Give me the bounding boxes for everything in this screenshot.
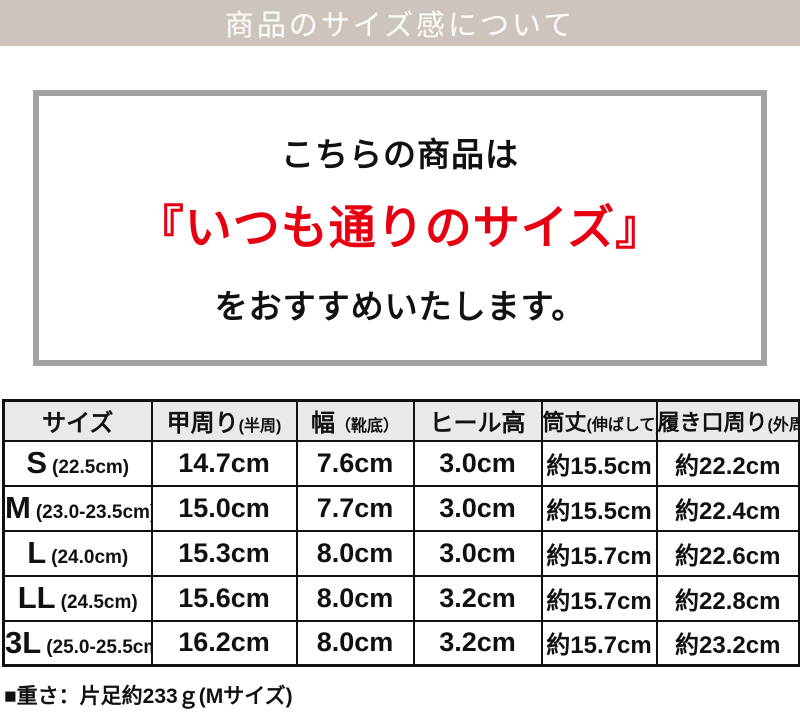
col-header-shaft-sub: (伸ばして)	[586, 416, 657, 434]
heel-cell: 3.0cm	[412, 439, 543, 487]
table-row-ll: LL (24.5cm) 15.6cm 8.0cm 3.2cm 約15.7cm 約2…	[2, 574, 800, 622]
col-header-size-label: サイズ	[42, 410, 114, 438]
shaft-cell: 約15.5cm	[540, 484, 658, 532]
heel-cell: 3.0cm	[412, 529, 543, 577]
size-cell: LL (24.5cm)	[2, 574, 153, 622]
instep-cell: 15.0cm	[150, 484, 298, 532]
width-cell: 8.0cm	[295, 574, 415, 622]
size-label: LL	[17, 580, 56, 615]
size-range: (23.0-23.5cm)	[35, 502, 152, 523]
col-header-heel-label: ヒール高	[429, 410, 526, 438]
size-spec-table: サイズ 甲周り(半周) 幅（靴底） ヒール高 筒丈(伸ばして) 履き口周り(外周…	[2, 399, 800, 667]
table-row-l: L (24.0cm) 15.3cm 8.0cm 3.0cm 約15.7cm 約22…	[2, 529, 800, 577]
recommendation-box: こちらの商品は 『いつも通りのサイズ』 をおすすめいたします。	[33, 90, 767, 366]
instep-cell: 15.6cm	[150, 574, 298, 622]
width-cell: 7.7cm	[295, 484, 415, 532]
heel-cell: 3.2cm	[412, 574, 543, 622]
table-row-m: M (23.0-23.5cm) 15.0cm 7.7cm 3.0cm 約15.5c…	[2, 484, 800, 532]
col-header-instep: 甲周り(半周)	[150, 399, 298, 442]
shaft-cell: 約15.7cm	[540, 529, 658, 577]
size-range: (24.0cm)	[51, 547, 129, 568]
col-header-shaft-label: 筒丈	[542, 409, 587, 435]
width-cell: 8.0cm	[295, 619, 415, 667]
size-label: 3L	[5, 624, 42, 660]
col-header-width-label: 幅	[310, 410, 335, 438]
opening-cell: 約22.8cm	[655, 574, 800, 622]
col-header-width: 幅（靴底）	[295, 399, 415, 442]
col-header-instep-sub: (半周)	[238, 418, 282, 436]
size-cell: M (23.0-23.5cm)	[2, 484, 153, 532]
width-cell: 8.0cm	[295, 529, 415, 577]
heel-cell: 3.0cm	[412, 484, 543, 532]
shaft-cell: 約15.7cm	[540, 574, 658, 622]
recommendation-outro: をおすすめいたします。	[214, 287, 586, 325]
recommendation-intro: こちらの商品は	[281, 136, 519, 174]
opening-cell: 約22.2cm	[655, 439, 800, 487]
instep-cell: 15.3cm	[150, 529, 298, 577]
size-range: (25.0-25.5cm)	[46, 636, 149, 658]
col-header-instep-label: 甲周り	[166, 410, 239, 438]
size-range: (22.5cm)	[52, 457, 130, 478]
opening-cell: 約23.2cm	[655, 619, 800, 667]
col-header-heel: ヒール高	[412, 399, 543, 442]
table-row-s: S (22.5cm) 14.7cm 7.6cm 3.0cm 約15.5cm 約22…	[2, 439, 800, 487]
col-header-opening-label: 履き口周り	[657, 409, 768, 435]
page-title: 商品のサイズ感について	[224, 10, 576, 42]
col-header-shaft: 筒丈(伸ばして)	[540, 399, 658, 442]
opening-cell: 約22.4cm	[655, 484, 800, 532]
weight-note: ■重さ：片足約233ｇ(Mサイズ)	[4, 685, 293, 708]
size-cell: 3L(25.0-25.5cm)	[2, 619, 153, 667]
size-label: M	[5, 490, 31, 525]
recommendation-highlight: 『いつも通りのサイズ』	[136, 201, 664, 255]
size-label: S	[26, 445, 48, 480]
size-label: L	[27, 535, 47, 570]
col-header-opening: 履き口周り(外周)	[655, 399, 800, 442]
width-cell: 7.6cm	[295, 439, 415, 487]
table-header-row: サイズ 甲周り(半周) 幅（靴底） ヒール高 筒丈(伸ばして) 履き口周り(外周…	[2, 399, 800, 442]
shaft-cell: 約15.5cm	[540, 439, 658, 487]
instep-cell: 14.7cm	[150, 439, 298, 487]
col-header-width-sub: （靴底）	[334, 418, 399, 436]
shaft-cell: 約15.7cm	[540, 619, 658, 667]
heel-cell: 3.2cm	[412, 619, 543, 667]
table-row-3l: 3L(25.0-25.5cm) 16.2cm 8.0cm 3.2cm 約15.7…	[2, 619, 800, 667]
opening-cell: 約22.6cm	[655, 529, 800, 577]
col-header-size: サイズ	[2, 399, 153, 442]
size-range: (24.5cm)	[60, 592, 138, 613]
instep-cell: 16.2cm	[150, 619, 298, 667]
size-cell: L (24.0cm)	[2, 529, 153, 577]
col-header-opening-sub: (外周)	[767, 416, 798, 434]
page-title-bar: 商品のサイズ感について	[0, 0, 800, 46]
size-cell: S (22.5cm)	[2, 439, 153, 487]
